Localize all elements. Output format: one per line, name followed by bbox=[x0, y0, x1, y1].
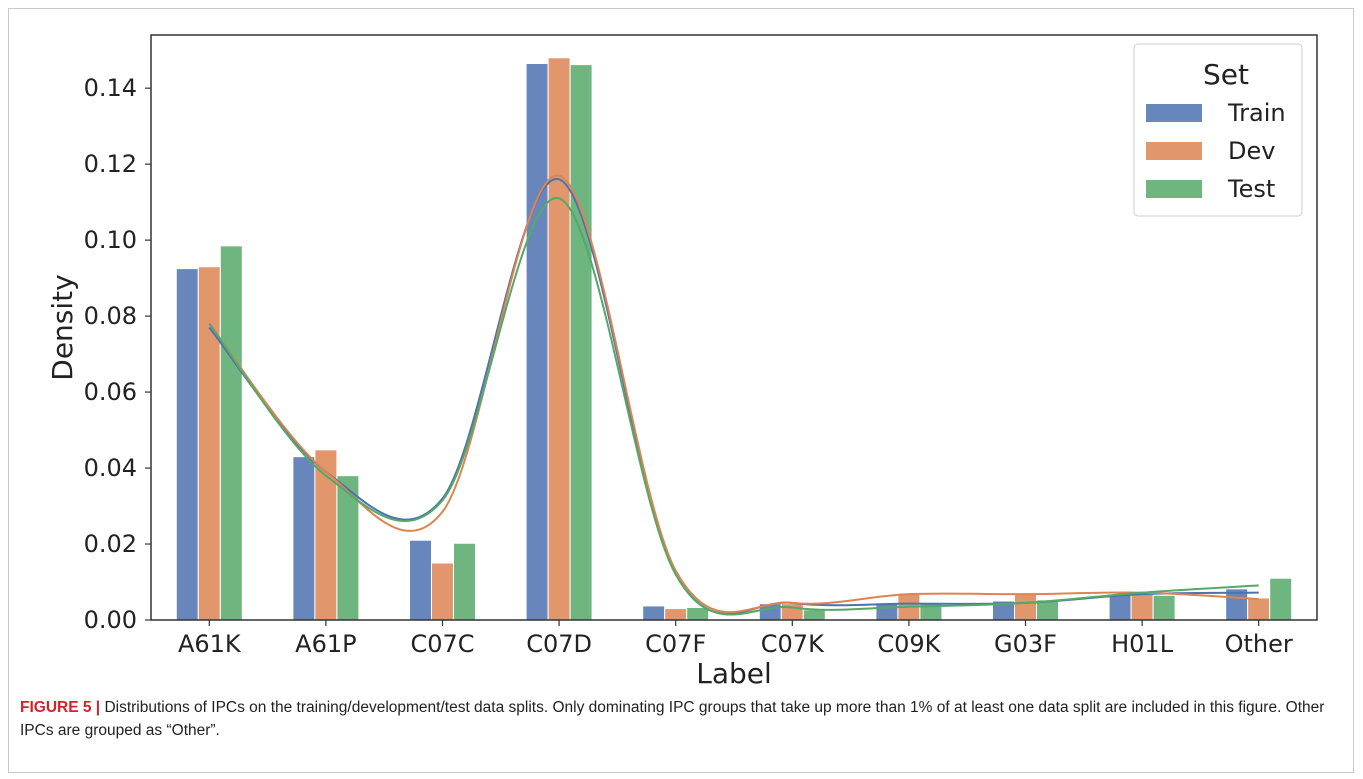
bar-dev-h01l bbox=[1130, 592, 1154, 621]
density-bar-chart: 0.000.020.040.060.080.100.120.14 A61K A61… bbox=[46, 34, 1318, 690]
caption-text: Distributions of IPCs on the training/de… bbox=[20, 699, 1325, 739]
bar-train-c09k bbox=[875, 602, 899, 621]
bar-test-other bbox=[1269, 577, 1293, 621]
legend-swatch-dev bbox=[1146, 142, 1202, 160]
y-tick-label: 0.04 bbox=[84, 454, 137, 482]
bar-train-h01l bbox=[1108, 593, 1132, 621]
legend-title: Set bbox=[1203, 58, 1249, 91]
x-tick-label-a61p: A61P bbox=[295, 630, 356, 658]
bar-dev-c07c bbox=[431, 562, 454, 621]
x-axis-title: Label bbox=[696, 657, 772, 690]
bar-train-c07c bbox=[409, 539, 432, 621]
y-tick-label: 0.06 bbox=[84, 378, 137, 406]
bar-train-c07d bbox=[525, 62, 549, 621]
x-tick-label-g03f: G03F bbox=[994, 630, 1057, 658]
legend-label-train: Train bbox=[1227, 99, 1286, 127]
x-tick-label-c07d: C07D bbox=[526, 630, 592, 658]
y-tick-label: 0.02 bbox=[84, 530, 137, 558]
bar-dev-other bbox=[1247, 597, 1271, 621]
bar-dev-c07f bbox=[664, 608, 688, 621]
bar-train-c07f bbox=[642, 605, 666, 621]
x-tick-label-c07f: C07F bbox=[645, 630, 706, 658]
bar-test-a61p bbox=[336, 475, 360, 621]
bar-test-h01l bbox=[1152, 594, 1176, 621]
x-axis: A61K A61P C07C C07D C07F C07K C09K G03F H01L Othe… bbox=[178, 620, 1293, 658]
x-tick-label-c09k: C09K bbox=[877, 630, 941, 658]
legend-label-test: Test bbox=[1227, 175, 1275, 203]
bar-test-c07c bbox=[453, 542, 476, 621]
bar-dev-a61k bbox=[197, 266, 221, 621]
bar-test-a61k bbox=[219, 245, 243, 621]
x-tick-label-c07k: C07K bbox=[761, 630, 825, 658]
bar-train-a61p bbox=[292, 456, 316, 621]
bar-dev-c07d bbox=[547, 57, 571, 621]
legend: Set Train Dev Test bbox=[1133, 43, 1303, 217]
figure-caption: FIGURE 5 | Distributions of IPCs on the … bbox=[20, 696, 1340, 742]
legend-box bbox=[1133, 43, 1303, 217]
bar-dev-g03f bbox=[1014, 593, 1037, 621]
kde-line-test bbox=[208, 197, 1259, 616]
x-tick-label-h01l: H01L bbox=[1111, 630, 1174, 658]
y-tick-label: 0.00 bbox=[84, 606, 137, 634]
kde-curves-layer bbox=[208, 174, 1259, 616]
y-tick-label: 0.08 bbox=[84, 302, 137, 330]
plot-area-border bbox=[150, 34, 1318, 621]
y-tick-label: 0.12 bbox=[84, 150, 137, 178]
kde-line-train bbox=[208, 178, 1259, 615]
y-axis-title: Density bbox=[46, 274, 79, 380]
x-tick-label-a61k: A61K bbox=[178, 630, 242, 658]
bar-test-c07k bbox=[802, 609, 826, 621]
bars-layer bbox=[175, 57, 1293, 621]
bar-train-a61k bbox=[175, 268, 199, 621]
kde-line-dev bbox=[208, 174, 1259, 613]
legend-swatch-test bbox=[1146, 180, 1202, 198]
y-axis: 0.00 0.02 0.04 0.06 0.08 0.10 0.12 0.14 bbox=[84, 74, 151, 634]
y-tick-label: 0.14 bbox=[84, 74, 137, 102]
legend-label-dev: Dev bbox=[1228, 137, 1275, 165]
x-tick-label-other: Other bbox=[1225, 630, 1293, 658]
x-tick-label-c07c: C07C bbox=[410, 630, 474, 658]
figure-label: FIGURE 5 | bbox=[20, 699, 101, 716]
bar-test-c07d bbox=[569, 64, 593, 621]
legend-swatch-train bbox=[1146, 104, 1202, 122]
y-tick-label: 0.10 bbox=[84, 226, 137, 254]
